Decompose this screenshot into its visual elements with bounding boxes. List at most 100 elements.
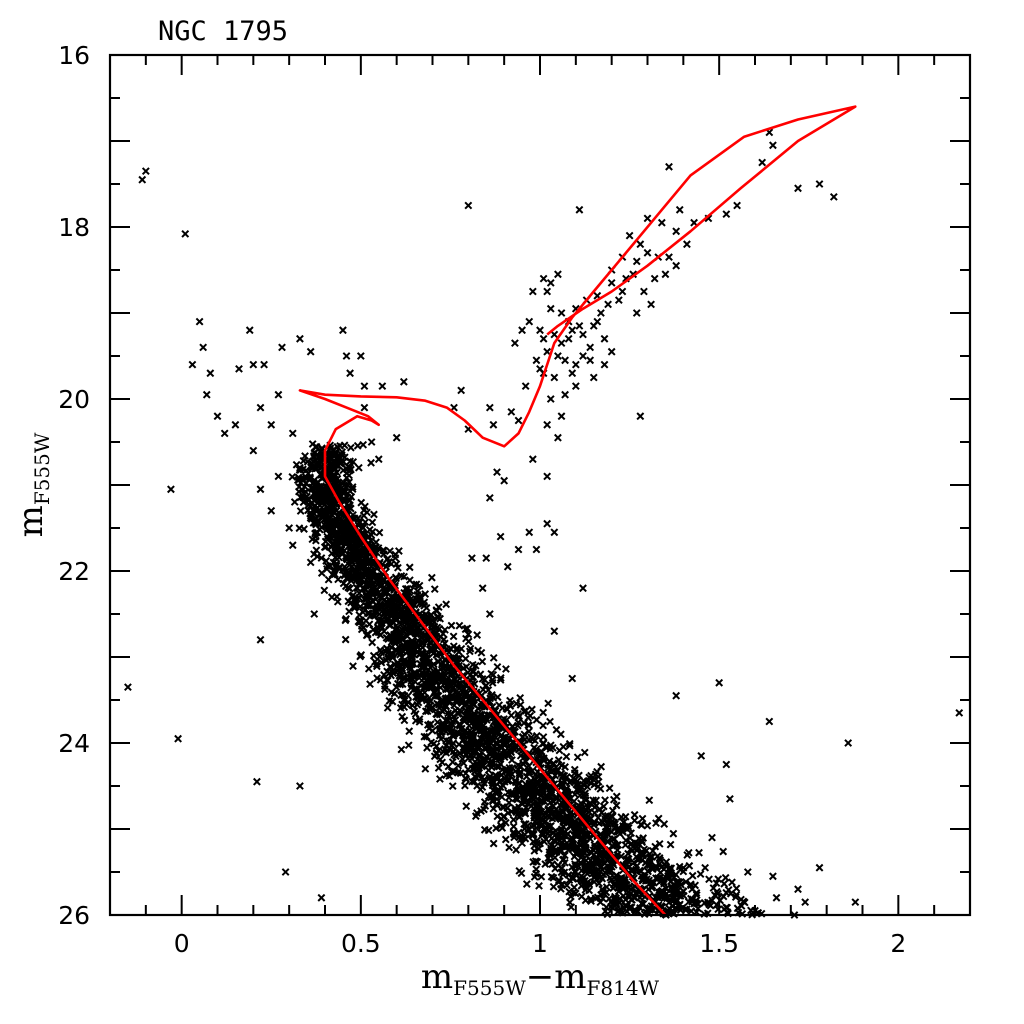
ms-star-point bbox=[424, 660, 432, 669]
star-point bbox=[485, 403, 494, 412]
ms-star-point bbox=[517, 869, 526, 878]
ms-star-point bbox=[336, 459, 345, 468]
star-point bbox=[600, 360, 609, 369]
ms-star-point bbox=[400, 695, 408, 704]
ms-star-point bbox=[462, 699, 471, 708]
ms-star-point bbox=[455, 749, 464, 758]
x-tick-label: 1 bbox=[532, 929, 548, 958]
star-point bbox=[543, 420, 552, 429]
ms-star-point bbox=[731, 893, 740, 902]
ms-star-point bbox=[391, 594, 399, 602]
ms-star-point bbox=[609, 795, 618, 804]
ms-star-point bbox=[362, 592, 371, 601]
ms-star-point bbox=[714, 875, 723, 884]
ms-star-point bbox=[368, 588, 376, 597]
ms-star-point bbox=[482, 714, 490, 722]
ms-star-point bbox=[528, 705, 536, 714]
star-point bbox=[317, 893, 326, 902]
ms-star-point bbox=[463, 710, 472, 719]
star-point bbox=[367, 438, 376, 446]
star-point bbox=[374, 455, 383, 464]
ms-star-point bbox=[712, 879, 721, 888]
ms-star-point bbox=[468, 674, 477, 682]
ms-star-point bbox=[488, 675, 497, 684]
star-point bbox=[296, 782, 304, 790]
star-point bbox=[546, 395, 555, 403]
star-point bbox=[525, 317, 534, 326]
ms-star-point bbox=[609, 884, 618, 893]
ms-star-point bbox=[496, 673, 505, 682]
ms-star-point bbox=[323, 565, 331, 573]
ms-star-point bbox=[571, 860, 579, 869]
ms-star-point bbox=[546, 717, 554, 726]
ms-star-point bbox=[356, 557, 365, 566]
ms-star-point bbox=[413, 629, 422, 638]
ms-star-point bbox=[377, 601, 385, 610]
ms-star-point bbox=[688, 885, 697, 894]
ms-star-point bbox=[499, 740, 508, 749]
star-point bbox=[536, 326, 544, 335]
ms-star-point bbox=[342, 574, 351, 583]
star-point bbox=[733, 201, 741, 210]
ms-star-point bbox=[556, 814, 565, 823]
star-point bbox=[722, 760, 731, 769]
star-point bbox=[543, 472, 552, 481]
ms-star-point bbox=[411, 710, 420, 718]
ms-star-point bbox=[422, 696, 431, 705]
ms-star-point bbox=[364, 664, 373, 673]
ms-star-point bbox=[494, 774, 502, 783]
y-tick-label: 24 bbox=[58, 729, 90, 758]
star-point bbox=[597, 309, 605, 317]
ms-star-point bbox=[308, 459, 317, 468]
ms-star-point bbox=[655, 839, 664, 848]
star-point bbox=[457, 386, 466, 395]
ms-star-point bbox=[607, 812, 615, 821]
star-point bbox=[267, 420, 276, 429]
ms-star-point bbox=[489, 839, 498, 848]
star-point bbox=[550, 373, 559, 382]
star-point bbox=[557, 339, 566, 348]
ms-star-point bbox=[480, 779, 488, 787]
ms-star-point bbox=[685, 861, 694, 870]
ms-star-point bbox=[622, 855, 631, 864]
ms-star-point bbox=[392, 560, 401, 568]
ms-star-point bbox=[518, 759, 527, 768]
ms-star-point bbox=[395, 647, 404, 656]
ms-star-point bbox=[299, 456, 308, 465]
ms-star-point bbox=[370, 510, 378, 519]
ms-star-point bbox=[385, 697, 394, 705]
ms-star-point bbox=[427, 644, 436, 653]
star-point bbox=[632, 257, 641, 266]
ms-star-point bbox=[470, 709, 479, 718]
ms-star-point bbox=[549, 759, 558, 768]
ms-star-point bbox=[529, 829, 538, 838]
star-point bbox=[249, 360, 258, 369]
ms-star-point bbox=[373, 674, 381, 683]
star-point bbox=[274, 390, 283, 399]
ms-star-point bbox=[369, 625, 378, 634]
star-point bbox=[557, 412, 566, 421]
ms-star-point bbox=[554, 861, 563, 870]
ms-star-point bbox=[416, 592, 424, 601]
star-point bbox=[614, 296, 623, 305]
ms-star-point bbox=[546, 741, 555, 750]
ms-star-point bbox=[547, 786, 556, 795]
star-point bbox=[726, 794, 734, 803]
ms-star-point bbox=[310, 502, 318, 511]
ms-star-point bbox=[344, 501, 353, 510]
ms-star-point bbox=[354, 570, 363, 579]
ms-star-point bbox=[489, 804, 498, 813]
ms-star-point bbox=[295, 475, 304, 484]
star-point bbox=[794, 184, 802, 193]
ms-star-point bbox=[442, 685, 451, 694]
star-point bbox=[539, 334, 548, 343]
ms-star-point bbox=[589, 775, 598, 784]
ms-star-point bbox=[544, 699, 553, 708]
ms-star-point bbox=[593, 893, 602, 902]
star-point bbox=[274, 472, 283, 481]
ms-star-point bbox=[355, 618, 364, 627]
ms-star-point bbox=[516, 693, 525, 702]
ms-star-point bbox=[454, 761, 463, 770]
ms-star-point bbox=[598, 874, 607, 883]
